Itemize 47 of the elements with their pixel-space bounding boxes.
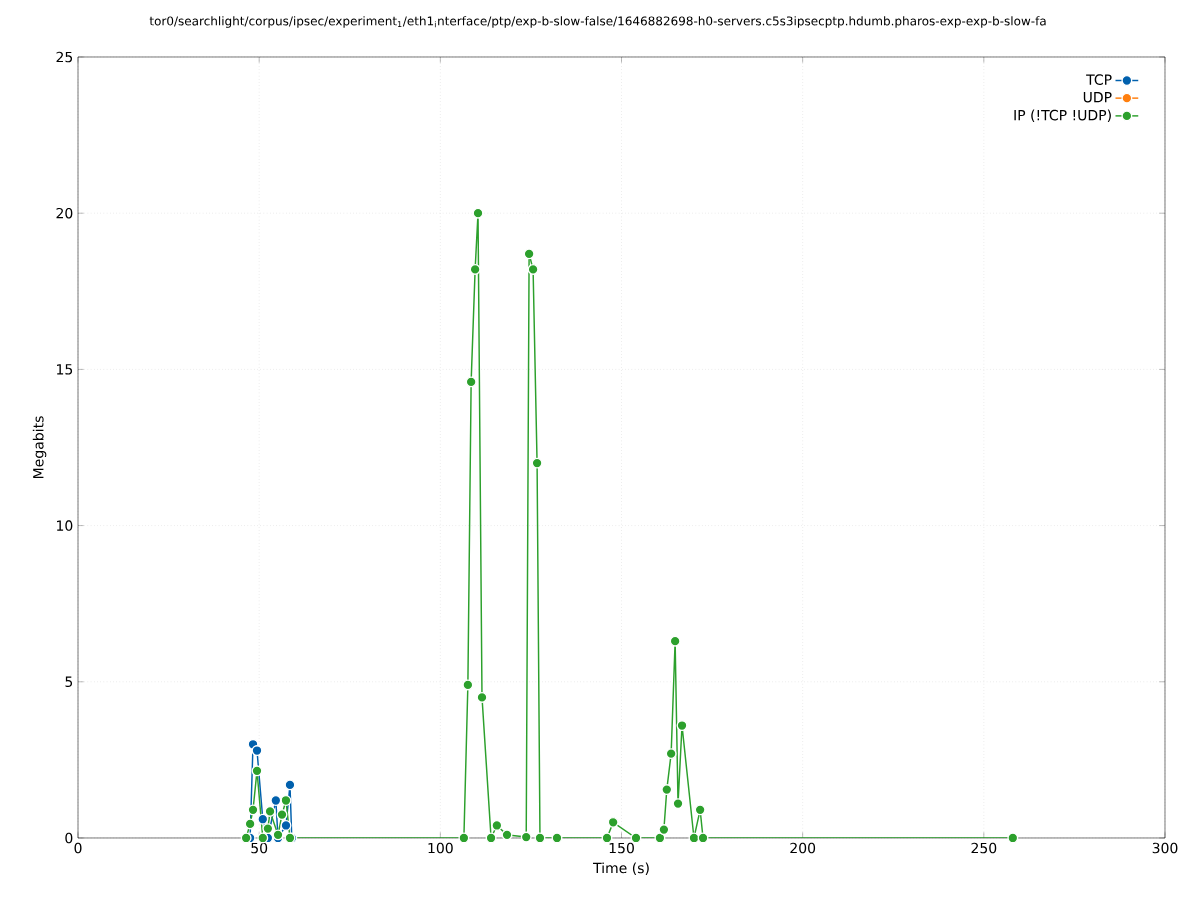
point <box>270 795 282 806</box>
y-tick-label: 5 <box>65 676 73 687</box>
x-tick-label: 50 <box>251 842 268 854</box>
point <box>280 820 292 831</box>
y-tick-label: 0 <box>65 832 73 844</box>
x-axis-title: Time (s) <box>593 862 649 875</box>
chart-title: tor0/searchlight/corpus/ipsec/experiment$_{1}$/eth1$_{i}$nterface/ptp/exp-b-slow-false/1646882698-h0-servers.c5s3ipsecptp.hdumb.pharos-exp-exp-b-slow-fa <box>149 16 1046 28</box>
point <box>284 779 296 791</box>
x-tick-label: 250 <box>971 842 997 854</box>
point <box>251 745 263 756</box>
legend-label: TCP <box>1086 74 1112 85</box>
point <box>676 720 688 731</box>
y-axis-title: Megabits <box>32 416 47 478</box>
point <box>520 831 532 843</box>
point <box>247 804 259 816</box>
x-tick-label: 0 <box>74 842 82 854</box>
point <box>697 832 709 844</box>
x-tick-label: 150 <box>609 842 634 854</box>
point <box>264 805 276 817</box>
point <box>280 795 292 806</box>
point <box>694 804 706 816</box>
point <box>534 832 546 844</box>
y-tick-label: 25 <box>56 51 73 63</box>
point <box>476 691 488 703</box>
x-tick-label: 100 <box>428 842 453 854</box>
legend-label: IP (!TCP !UDP) <box>1014 109 1111 123</box>
point <box>601 832 613 844</box>
legend-label: UDP <box>1083 92 1112 103</box>
x-tick-label: 300 <box>1152 842 1178 854</box>
point <box>257 832 269 844</box>
x-tick-label: 200 <box>790 842 816 854</box>
point <box>257 813 269 825</box>
point <box>527 263 539 275</box>
point <box>551 832 563 844</box>
point <box>485 832 497 844</box>
y-tick-label: 20 <box>56 207 73 219</box>
point <box>491 820 503 831</box>
point <box>240 832 252 844</box>
point <box>1007 832 1019 844</box>
point <box>458 832 470 844</box>
y-tick-label: 15 <box>57 364 73 375</box>
y-tick-label: 10 <box>57 520 73 531</box>
point <box>630 832 642 844</box>
point <box>251 765 263 777</box>
point <box>465 376 477 388</box>
point <box>654 832 666 844</box>
point <box>276 809 288 821</box>
